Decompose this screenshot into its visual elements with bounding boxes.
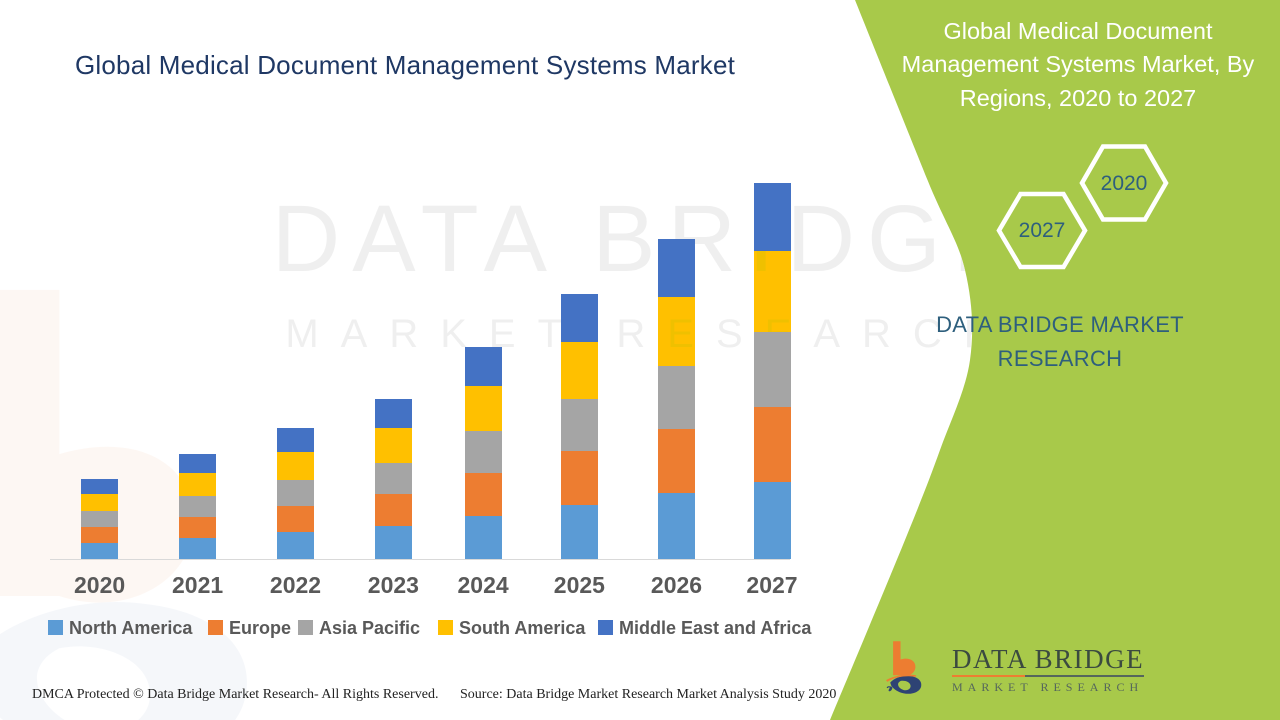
svg-text:2020: 2020	[1101, 172, 1148, 195]
svg-text:2027: 2027	[1019, 219, 1066, 242]
